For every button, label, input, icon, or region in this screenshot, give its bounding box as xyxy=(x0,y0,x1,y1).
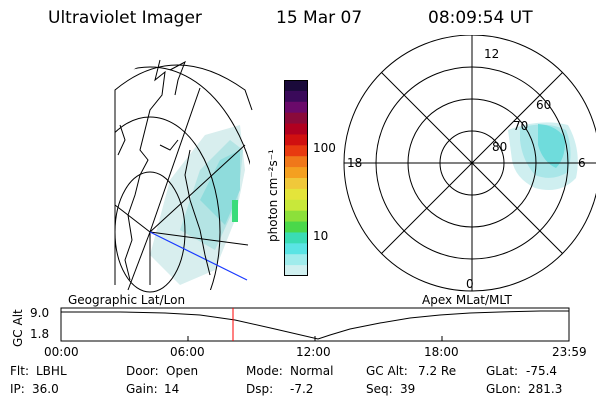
status-dsp-value: -7.2 xyxy=(290,382,314,396)
geographic-label: Geographic Lat/Lon xyxy=(68,293,186,307)
colorbar-swatch xyxy=(284,178,308,190)
status-gcalt-label: GC Alt: xyxy=(366,364,408,378)
status-door-value: Open xyxy=(166,364,199,378)
status-mode-label: Mode: xyxy=(246,364,283,378)
polar-aurora-emission xyxy=(508,122,578,191)
timeline-ytick-high: 9.0 xyxy=(30,306,50,320)
colorbar-swatch xyxy=(284,243,308,255)
colorbar-tick-10: 10 xyxy=(313,229,329,243)
date-label: 15 Mar 07 xyxy=(276,8,363,28)
mlt-label-6: 6 xyxy=(578,156,586,170)
colorbar-swatch xyxy=(284,254,308,266)
lat-label-60: 60 xyxy=(536,98,552,112)
lat-label-70: 70 xyxy=(513,119,529,133)
status-mode-value: Normal xyxy=(290,364,334,378)
coastline xyxy=(117,59,211,281)
colorbar-swatch xyxy=(284,145,308,157)
time-tick-1200: 12:00 xyxy=(296,345,331,359)
mlt-label-18: 18 xyxy=(347,156,363,170)
colorbar-swatch xyxy=(284,101,308,114)
status-seq-label: Seq: xyxy=(366,382,393,396)
status-gain-value: 14 xyxy=(164,382,180,396)
status-gain-label: Gain: xyxy=(126,382,158,396)
altitude-curve xyxy=(61,310,569,340)
status-glon-label: GLon: xyxy=(486,382,521,396)
mlt-label-0: 0 xyxy=(466,277,474,291)
colorbar-swatch xyxy=(284,199,308,212)
status-door-label: Door: xyxy=(126,364,159,378)
geographic-map xyxy=(114,59,253,293)
polar-mlt-plot xyxy=(343,35,596,292)
time-tick-0000: 00:00 xyxy=(44,345,79,359)
status-dsp-label: Dsp: xyxy=(246,382,274,396)
geo-aurora-emission xyxy=(150,125,245,285)
colorbar-swatch xyxy=(284,232,308,244)
lat-label-80: 80 xyxy=(492,140,508,154)
status-glon-value: 281.3 xyxy=(528,382,563,396)
status-gcalt-value: 7.2 Re xyxy=(418,364,457,378)
colorbar-tick-100: 100 xyxy=(313,141,336,155)
time-tick-0600: 06:00 xyxy=(170,345,205,359)
instrument-title: Ultraviolet Imager xyxy=(48,8,202,28)
colorbar-swatch xyxy=(284,80,308,92)
colorbar-swatch xyxy=(284,123,308,135)
colorbar-swatch xyxy=(284,134,308,146)
colorbar-swatch xyxy=(284,112,308,125)
colorbar-unit-label: photon cm⁻²s⁻¹ xyxy=(266,149,280,242)
colorbar-swatch xyxy=(284,188,308,201)
status-glat-value: -75.4 xyxy=(526,364,558,378)
altitude-timeline xyxy=(60,307,570,342)
colorbar-swatch xyxy=(284,167,308,179)
colorbar-swatch xyxy=(284,90,308,103)
status-ip-value: 36.0 xyxy=(32,382,59,396)
apex-label: Apex MLat/MLT xyxy=(422,293,512,307)
status-filter-value: LBHL xyxy=(36,364,67,378)
status-seq-value: 39 xyxy=(400,382,416,396)
colorbar xyxy=(284,80,308,276)
colorbar-frame xyxy=(284,80,308,276)
mlt-label-12: 12 xyxy=(484,47,500,61)
status-ip-label: IP: xyxy=(10,382,25,396)
colorbar-swatch xyxy=(284,210,308,223)
timeline-ytick-low: 1.8 xyxy=(30,327,50,341)
time-label: 08:09:54 UT xyxy=(428,8,533,28)
status-glat-label: GLat: xyxy=(486,364,519,378)
colorbar-swatch xyxy=(284,221,308,233)
time-tick-2359: 23:59 xyxy=(552,345,587,359)
time-tick-1800: 18:00 xyxy=(424,345,459,359)
status-filter-label: Flt: xyxy=(10,364,29,378)
colorbar-swatch xyxy=(284,156,308,168)
colorbar-swatch xyxy=(284,265,308,276)
